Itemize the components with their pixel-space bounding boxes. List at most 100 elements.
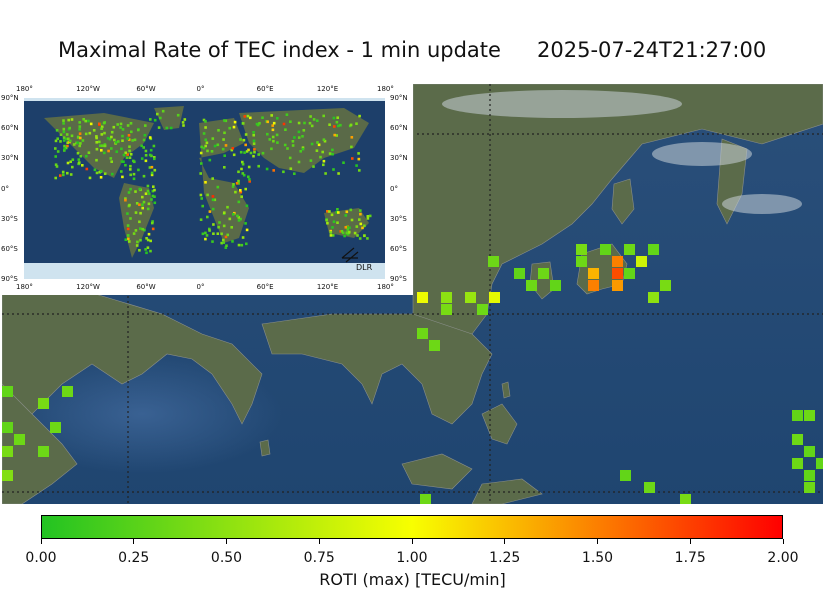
roti-cell	[242, 173, 246, 177]
inset-lat-label: 30°N	[390, 154, 408, 163]
roti-cell	[202, 146, 206, 150]
dlr-logo: DLR	[341, 247, 373, 272]
roti-cell	[239, 217, 242, 221]
roti-cell	[144, 124, 147, 127]
antarctica	[24, 263, 385, 279]
roti-cell	[252, 139, 256, 143]
roti-cell	[92, 129, 96, 132]
inset-lat-label: 0°	[390, 184, 398, 193]
roti-cell	[150, 198, 153, 201]
roti-cell	[624, 244, 635, 255]
roti-cell	[95, 141, 98, 144]
roti-cell	[326, 221, 329, 225]
roti-cell	[315, 149, 319, 152]
roti-cell	[150, 173, 154, 177]
roti-cell	[211, 207, 215, 211]
roti-cell	[112, 125, 116, 129]
roti-cell	[276, 141, 279, 144]
roti-cell	[276, 117, 279, 120]
roti-cell	[56, 137, 59, 140]
roti-cell	[103, 144, 107, 148]
roti-cell	[325, 218, 328, 222]
roti-cell	[153, 195, 156, 198]
roti-cell	[78, 128, 81, 131]
roti-cell	[62, 130, 66, 134]
colorbar-tick	[782, 539, 784, 544]
roti-cell	[224, 144, 228, 147]
roti-cell	[241, 122, 245, 125]
roti-cell	[110, 147, 113, 150]
roti-cell	[134, 211, 138, 214]
roti-cell	[110, 160, 113, 163]
roti-cell	[301, 146, 305, 149]
roti-cell	[272, 121, 276, 125]
roti-cell	[143, 228, 146, 232]
roti-cell	[270, 147, 273, 151]
inset-lon-label: 60°E	[256, 85, 274, 93]
roti-cell	[316, 141, 319, 144]
roti-cell	[126, 153, 129, 156]
roti-cell	[134, 229, 138, 232]
roti-cell	[345, 231, 349, 234]
roti-cell	[303, 121, 306, 125]
roti-cell	[76, 141, 79, 144]
roti-cell	[210, 150, 214, 153]
roti-cell	[103, 131, 106, 135]
roti-cell	[54, 176, 57, 180]
roti-cell	[366, 217, 370, 220]
roti-cell	[125, 156, 129, 159]
roti-cell	[113, 138, 116, 142]
roti-cell	[230, 226, 233, 229]
roti-cell	[206, 149, 209, 153]
inset-lat-label: 60°N	[1, 124, 19, 133]
colorbar-tick-label: 1.75	[674, 550, 706, 566]
roti-cell	[600, 244, 611, 255]
roti-cell	[145, 237, 148, 240]
global-inset-map[interactable]: DLR	[24, 98, 385, 279]
roti-cell	[359, 209, 362, 212]
roti-cell	[109, 157, 113, 160]
roti-cell	[346, 232, 350, 236]
roti-cell	[98, 170, 101, 174]
roti-cell	[156, 112, 159, 116]
roti-cell	[217, 225, 220, 229]
roti-cell	[266, 120, 269, 124]
colorbar-tick-label: 1.25	[489, 550, 521, 566]
roti-cell	[282, 170, 285, 174]
inset-lon-label: 0°	[196, 85, 205, 93]
roti-cell	[236, 214, 239, 218]
roti-cell	[67, 137, 70, 141]
colorbar-tick	[504, 539, 506, 544]
roti-cell	[202, 118, 206, 122]
roti-cell	[87, 119, 90, 123]
colorbar-label: ROTI (max) [TECU/min]	[319, 570, 506, 589]
roti-cell	[132, 172, 136, 176]
roti-cell	[140, 144, 143, 148]
roti-cell	[230, 148, 234, 152]
inset-lat-label: 0°	[1, 184, 9, 193]
roti-cell	[216, 143, 220, 147]
roti-cell	[331, 226, 334, 229]
roti-cell	[78, 144, 81, 148]
roti-cell	[66, 161, 70, 165]
roti-cell	[322, 114, 325, 118]
roti-cell	[340, 230, 344, 233]
inset-lon-label: 120°E	[316, 283, 339, 291]
roti-cell	[299, 150, 302, 153]
roti-cell	[232, 183, 235, 186]
roti-cell	[88, 131, 92, 135]
inset-lat-label: 30°S	[1, 214, 18, 223]
roti-cell	[323, 139, 327, 143]
roti-cell	[588, 280, 599, 291]
roti-cell	[243, 151, 246, 154]
roti-cell	[309, 115, 312, 118]
roti-cell	[588, 268, 599, 279]
colorbar-tick	[318, 539, 320, 544]
roti-cell	[136, 240, 139, 244]
roti-cell	[78, 125, 82, 128]
roti-cell	[331, 234, 335, 237]
roti-cell	[140, 157, 144, 160]
roti-cell	[99, 176, 103, 179]
roti-cell	[321, 150, 324, 154]
roti-cell	[150, 171, 154, 175]
